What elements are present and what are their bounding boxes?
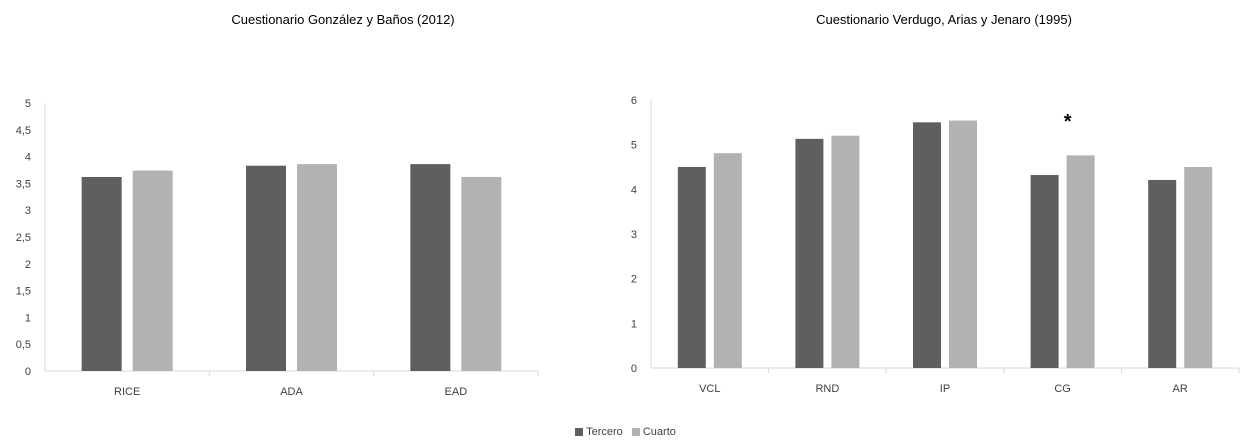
chart-verdugo-arias-jenaro: Cuestionario Verdugo, Arias y Jenaro (19… bbox=[631, 12, 1240, 395]
y-tick-label: 3 bbox=[25, 205, 31, 217]
x-tick-label: VCL bbox=[699, 383, 720, 395]
x-tick-label: CG bbox=[1054, 383, 1071, 395]
legend-item-cuarto: Cuarto bbox=[631, 426, 676, 438]
bar-cuarto-ar bbox=[1184, 167, 1213, 368]
legend-swatch-tercero bbox=[575, 428, 584, 437]
legend-item-tercero: Tercero bbox=[575, 426, 623, 438]
chart-gonzalez-banos: Cuestionario González y Baños (2012) 0 0,… bbox=[16, 12, 539, 398]
x-tick-label: RND bbox=[815, 383, 839, 395]
legend-label-tercero: Tercero bbox=[586, 426, 623, 438]
y-tick-label: 3 bbox=[631, 229, 637, 241]
bar-cuarto-rnd bbox=[831, 135, 860, 368]
bar-cuarto-ada bbox=[297, 164, 337, 371]
x-tick-label: ADA bbox=[280, 386, 303, 398]
bar-tercero-ada bbox=[246, 165, 286, 371]
bar-cuarto-rice bbox=[132, 170, 173, 371]
y-tick-label: 2 bbox=[25, 259, 31, 271]
y-tick-label: 2 bbox=[631, 274, 637, 286]
bar-cuarto-ead bbox=[461, 176, 502, 371]
significance-annotation: * bbox=[1064, 111, 1072, 133]
bar-tercero-cg bbox=[1030, 175, 1059, 368]
x-tick-label: RICE bbox=[114, 386, 140, 398]
bar-tercero-rnd bbox=[795, 138, 824, 368]
bar-tercero-ead bbox=[410, 164, 451, 371]
legend-label-cuarto: Cuarto bbox=[642, 426, 676, 438]
y-tick-label: 5 bbox=[631, 140, 637, 152]
bar-cuarto-cg bbox=[1066, 155, 1095, 368]
legend-swatch-cuarto bbox=[631, 428, 640, 437]
y-tick-label: 0 bbox=[631, 363, 637, 375]
y-tick-label: 1 bbox=[631, 318, 637, 330]
bar-cuarto-vcl bbox=[713, 153, 742, 368]
bar-tercero-rice bbox=[81, 176, 122, 371]
y-tick-label: 0,5 bbox=[16, 339, 31, 351]
bar-cuarto-ip bbox=[949, 120, 977, 369]
y-tick-label: 0 bbox=[25, 366, 31, 378]
chart-title: Cuestionario Verdugo, Arias y Jenaro (19… bbox=[816, 12, 1072, 27]
bar-tercero-ar bbox=[1148, 179, 1177, 368]
legend: Tercero Cuarto bbox=[0, 426, 1251, 438]
y-tick-label: 3,5 bbox=[16, 178, 31, 190]
y-tick-label: 4 bbox=[25, 152, 31, 164]
y-tick-label: 1,5 bbox=[16, 286, 31, 298]
x-tick-label: EAD bbox=[445, 386, 468, 398]
x-tick-label: AR bbox=[1173, 383, 1188, 395]
y-tick-label: 4,5 bbox=[16, 125, 31, 137]
x-tick-label: IP bbox=[940, 383, 950, 395]
y-tick-label: 6 bbox=[631, 95, 637, 107]
bar-tercero-ip bbox=[913, 122, 941, 368]
y-tick-label: 4 bbox=[631, 184, 637, 196]
bar-tercero-vcl bbox=[677, 167, 706, 368]
chart-title: Cuestionario González y Baños (2012) bbox=[231, 12, 454, 27]
y-tick-label: 5 bbox=[25, 98, 31, 110]
y-tick-label: 1 bbox=[25, 312, 31, 324]
y-tick-label: 2,5 bbox=[16, 232, 31, 244]
